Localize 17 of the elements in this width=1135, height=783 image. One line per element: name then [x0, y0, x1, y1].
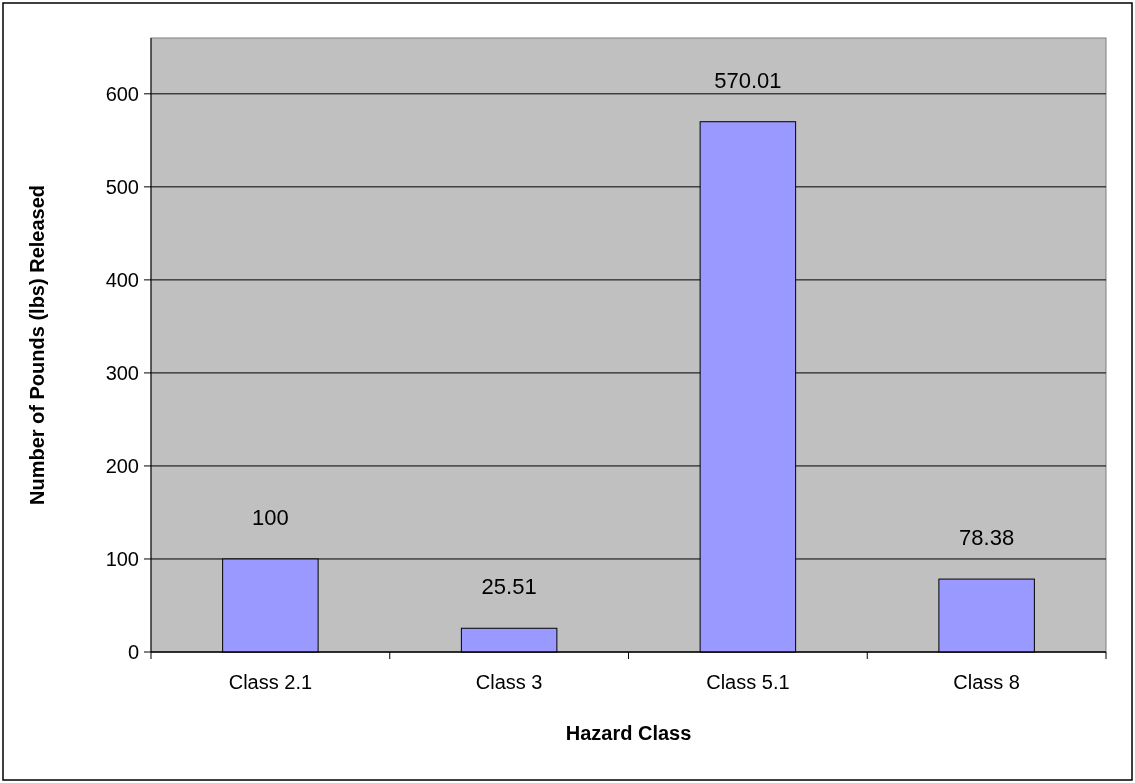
data-label: 570.01 — [714, 67, 782, 93]
y-tick-label: 600 — [105, 82, 139, 105]
y-tick-label: 300 — [105, 361, 139, 384]
x-tick-label: Class 2.1 — [228, 671, 313, 693]
y-tick-label: 0 — [127, 641, 139, 663]
x-tick-label: Class 8 — [953, 671, 1020, 693]
data-label: 25.51 — [481, 574, 537, 600]
data-label: 78.38 — [959, 525, 1015, 551]
data-label: 100 — [252, 504, 289, 530]
x-tick-label: Class 5.1 — [706, 671, 790, 693]
y-tick-label: 500 — [105, 175, 139, 198]
x-tick-label: Class 3 — [475, 671, 543, 693]
y-axis-title: Number of Pounds (lbs) Released — [26, 184, 48, 506]
x-axis-title: Hazard Class — [565, 722, 692, 744]
y-tick-label: 400 — [105, 268, 139, 291]
y-tick-label: 200 — [105, 454, 139, 477]
y-tick-label: 100 — [105, 547, 139, 570]
